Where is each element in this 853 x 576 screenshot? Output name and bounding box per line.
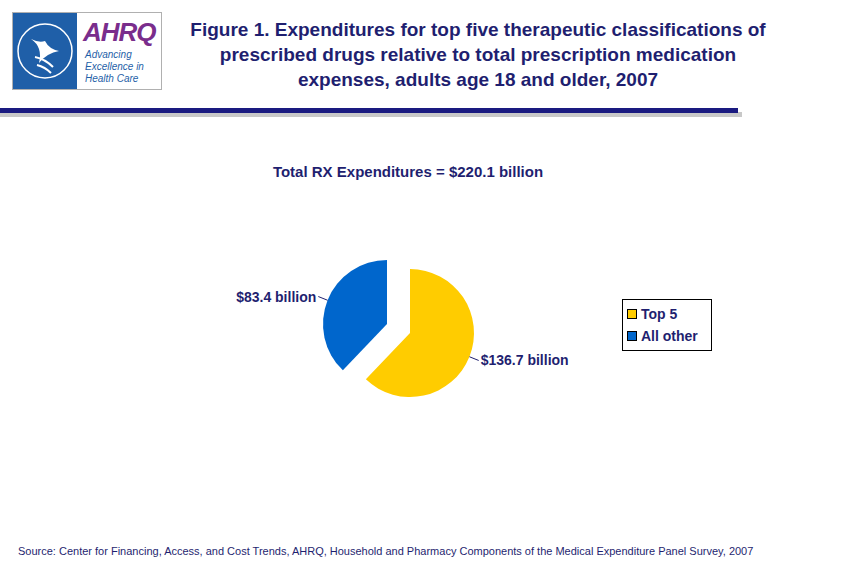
svg-text:$83.4 billion: $83.4 billion — [236, 289, 316, 305]
html-text:Total RX Expenditures = $220.1: Total RX Expenditures = $220.1 billion — [272, 163, 544, 180]
html-text:Advancing Excellence in Health: Advancing Excellence in Health Care — [85, 49, 144, 84]
html-text:Source: Center for Financing,: Source: Center for Financing, Access, an… — [18, 545, 754, 557]
html-text:AHRQ: AHRQ — [83, 17, 156, 47]
svg-text:$136.7 billion: $136.7 billion — [481, 352, 569, 368]
html-text:All other: All other — [641, 328, 698, 344]
html-text:Top 5: Top 5 — [641, 306, 678, 322]
html-text:Figure 1. Expenditures for top: Figure 1. Expenditures for top five ther… — [190, 19, 766, 90]
